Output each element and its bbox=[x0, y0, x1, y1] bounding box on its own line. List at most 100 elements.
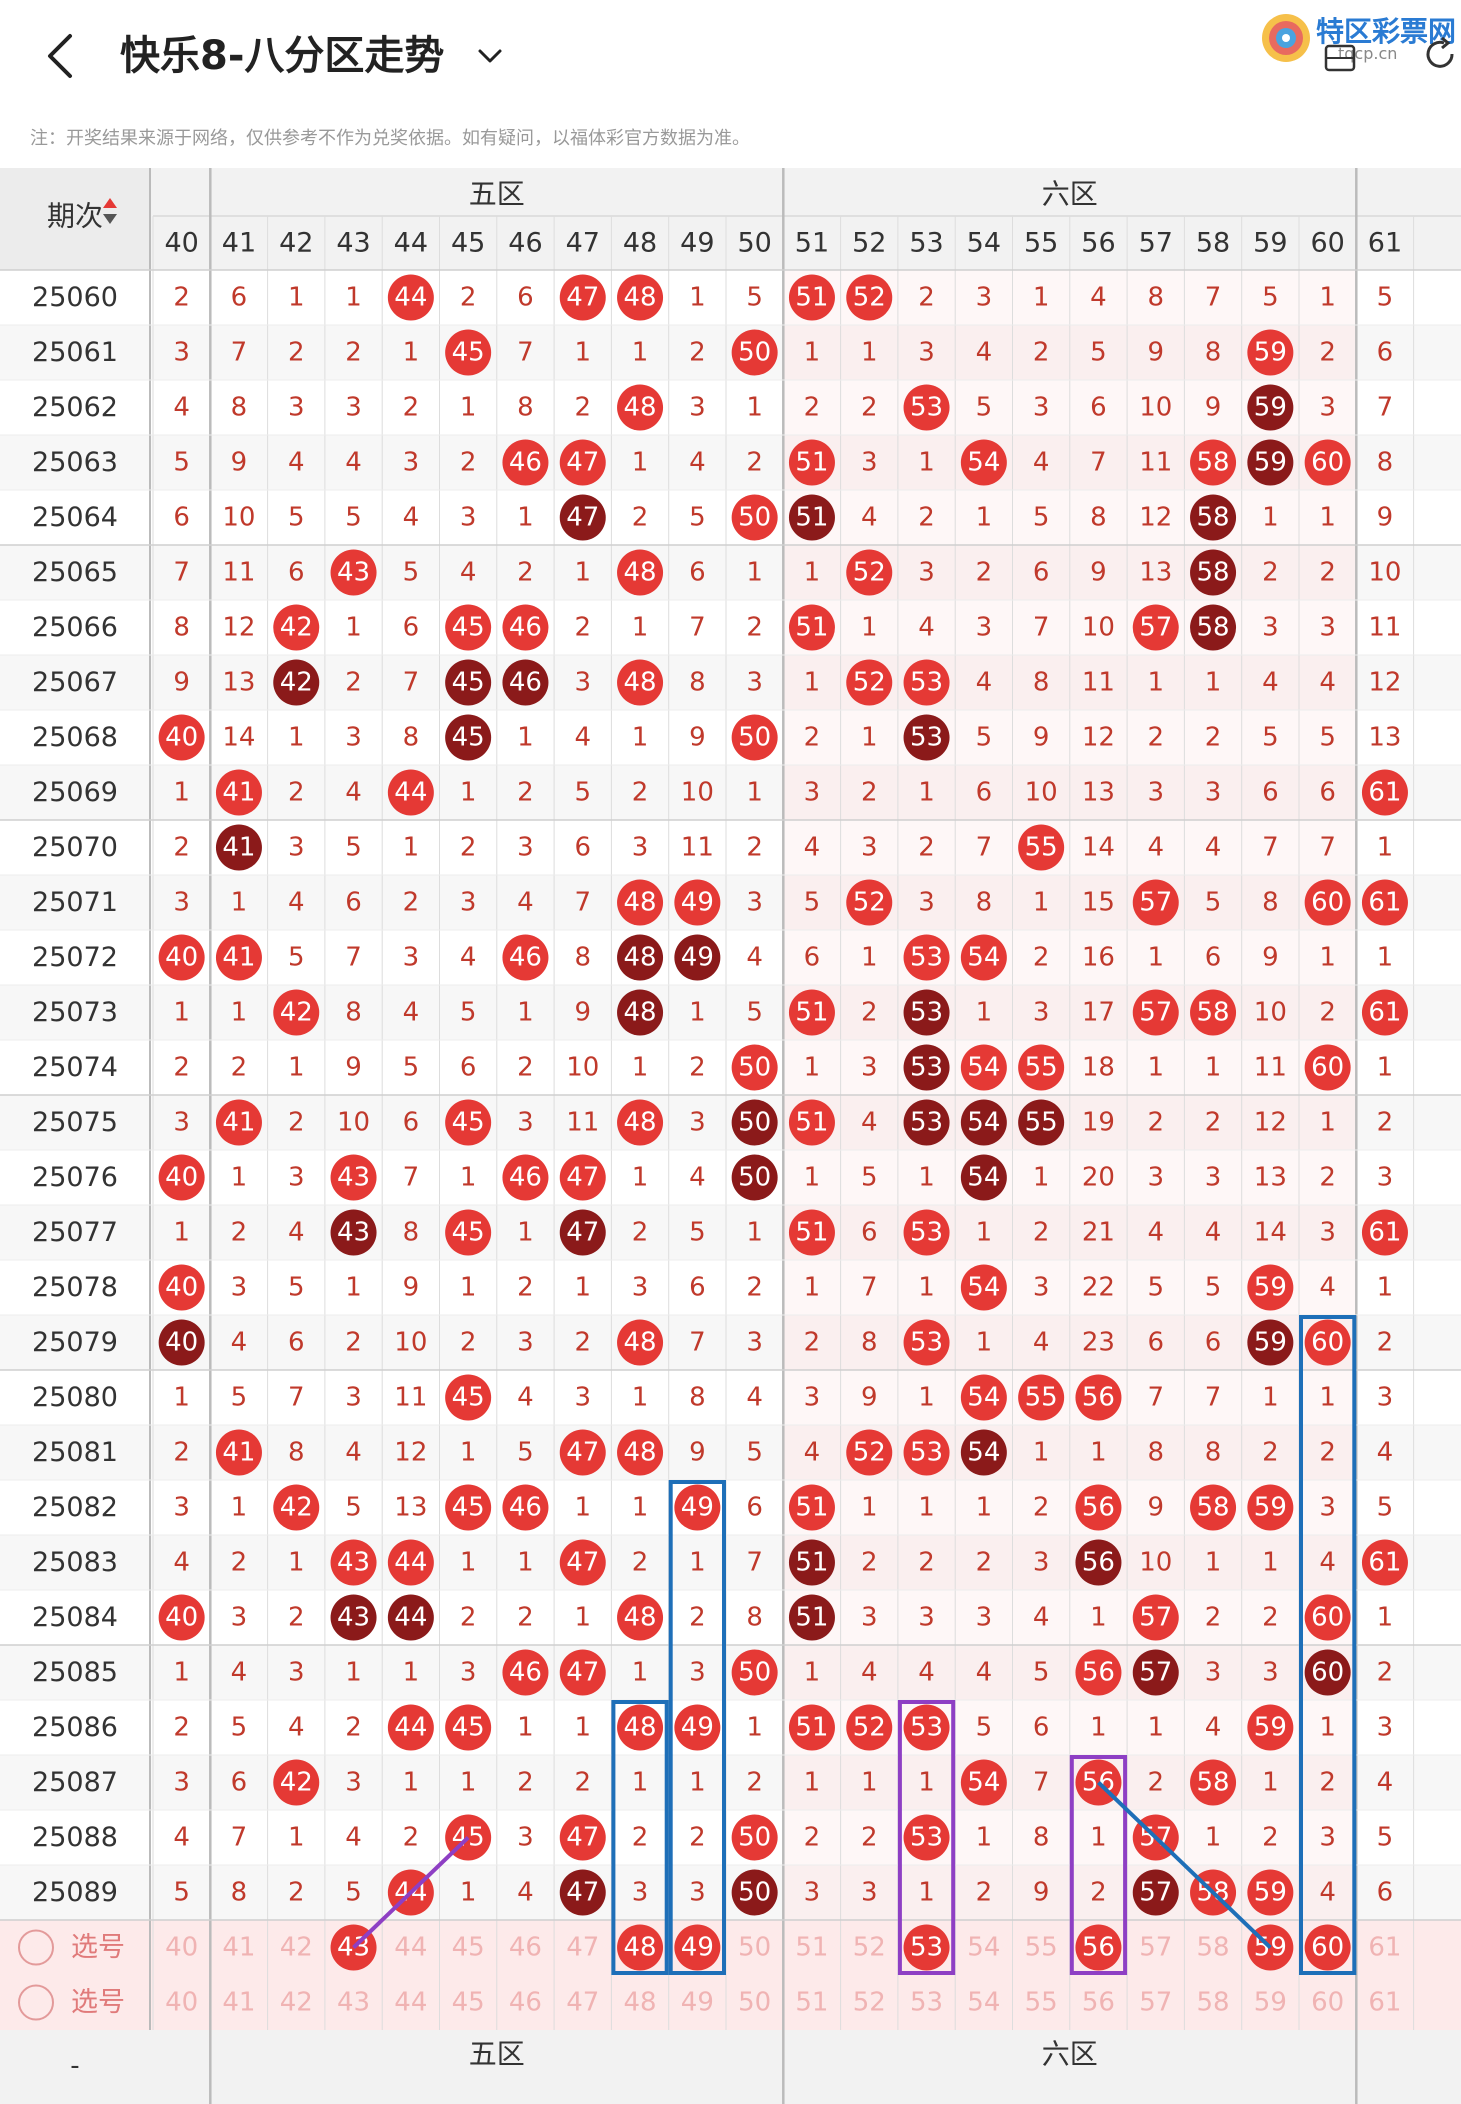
hit-number: 50 bbox=[738, 1823, 771, 1853]
miss-count: 10 bbox=[566, 1053, 599, 1083]
selected-ball[interactable] bbox=[1304, 1924, 1351, 1971]
hit-ball bbox=[330, 549, 377, 596]
miss-count: 2 bbox=[918, 1548, 935, 1578]
miss-count: 5 bbox=[1033, 503, 1050, 533]
miss-count: 8 bbox=[1033, 668, 1050, 698]
annotation-line-56-59 bbox=[1097, 1781, 1272, 1949]
select-radio[interactable] bbox=[18, 1984, 54, 2021]
hit-ball bbox=[731, 1814, 778, 1861]
miss-count: 4 bbox=[231, 1328, 248, 1358]
miss-count: 5 bbox=[1205, 888, 1222, 918]
miss-count: 3 bbox=[1262, 1658, 1279, 1688]
column-header: 48 bbox=[623, 228, 657, 259]
hit-number: 57 bbox=[1139, 888, 1172, 918]
miss-count: 2 bbox=[574, 1768, 591, 1798]
hit-ball bbox=[1075, 1649, 1122, 1696]
miss-count: 2 bbox=[173, 1438, 190, 1468]
miss-count: 11 bbox=[1082, 668, 1115, 698]
hit-ball bbox=[502, 1484, 549, 1531]
miss-count: 3 bbox=[460, 888, 477, 918]
chevron-left-icon[interactable] bbox=[40, 28, 80, 84]
miss-count: 7 bbox=[861, 1273, 878, 1303]
miss-count: 3 bbox=[976, 1603, 993, 1633]
hit-ball bbox=[788, 1209, 835, 1256]
sort-down-icon[interactable] bbox=[103, 214, 117, 224]
hit-ball bbox=[788, 1099, 835, 1146]
miss-count: 1 bbox=[460, 1163, 477, 1193]
miss-count: 7 bbox=[403, 1163, 420, 1193]
miss-count: 2 bbox=[1319, 1768, 1336, 1798]
selected-ball[interactable] bbox=[903, 1924, 950, 1971]
hit-ball bbox=[960, 1374, 1007, 1421]
miss-count: 5 bbox=[1262, 283, 1279, 313]
miss-count: 3 bbox=[632, 1273, 649, 1303]
hit-ball bbox=[1132, 1649, 1179, 1696]
hit-number: 42 bbox=[280, 998, 313, 1028]
miss-count: 2 bbox=[804, 1328, 821, 1358]
select-radio[interactable] bbox=[18, 1929, 54, 1966]
miss-count: 12 bbox=[1254, 1108, 1287, 1138]
miss-count: 1 bbox=[1147, 1713, 1164, 1743]
issue-number: 25073 bbox=[32, 997, 118, 1028]
hit-number: 47 bbox=[566, 1163, 599, 1193]
miss-count: 1 bbox=[976, 1218, 993, 1248]
table-row bbox=[0, 1260, 1461, 1315]
miss-count: 6 bbox=[1319, 778, 1336, 808]
hit-ball bbox=[1190, 494, 1237, 541]
selected-ball[interactable] bbox=[674, 1924, 721, 1971]
miss-count: 18 bbox=[1082, 1053, 1115, 1083]
hit-ball bbox=[330, 1154, 377, 1201]
miss-count: 3 bbox=[861, 833, 878, 863]
chevron-down-icon[interactable] bbox=[472, 38, 508, 74]
selected-ball[interactable] bbox=[617, 1924, 664, 1971]
miss-count: 3 bbox=[173, 1493, 190, 1523]
issue-number: 25061 bbox=[32, 337, 118, 368]
miss-count: 2 bbox=[632, 1823, 649, 1853]
hit-ball bbox=[445, 1704, 492, 1751]
miss-count: 2 bbox=[345, 1328, 362, 1358]
hit-ball bbox=[445, 659, 492, 706]
hit-ball bbox=[903, 1044, 950, 1091]
table-footer-bg bbox=[0, 2030, 1461, 2104]
hit-ball bbox=[158, 1594, 205, 1641]
miss-count: 1 bbox=[861, 723, 878, 753]
miss-count: 7 bbox=[288, 1383, 305, 1413]
hit-number: 51 bbox=[795, 503, 828, 533]
hit-ball bbox=[1190, 989, 1237, 1036]
miss-count: 5 bbox=[403, 558, 420, 588]
sort-up-icon[interactable] bbox=[103, 198, 117, 208]
hit-ball bbox=[387, 1539, 434, 1586]
miss-count: 1 bbox=[689, 998, 706, 1028]
miss-count: 8 bbox=[231, 393, 248, 423]
miss-count: 1 bbox=[918, 1383, 935, 1413]
miss-count: 2 bbox=[173, 833, 190, 863]
annotation-box-48 bbox=[611, 1700, 669, 1975]
miss-count: 3 bbox=[403, 448, 420, 478]
miss-count: 9 bbox=[689, 723, 706, 753]
hit-number: 48 bbox=[624, 1108, 657, 1138]
selectable-number: 57 bbox=[1139, 1988, 1172, 2018]
miss-count: 6 bbox=[1205, 1328, 1222, 1358]
miss-count: 1 bbox=[288, 1548, 305, 1578]
share-icon[interactable] bbox=[1322, 38, 1362, 74]
hit-ball bbox=[273, 659, 320, 706]
selected-number: 60 bbox=[1311, 1933, 1344, 1963]
miss-count: 1 bbox=[1319, 1383, 1336, 1413]
hit-ball bbox=[158, 1264, 205, 1311]
miss-count: 2 bbox=[976, 558, 993, 588]
miss-count: 5 bbox=[173, 448, 190, 478]
miss-count: 11 bbox=[566, 1108, 599, 1138]
miss-count: 2 bbox=[1147, 723, 1164, 753]
miss-count: 2 bbox=[861, 1823, 878, 1853]
selected-ball[interactable] bbox=[1075, 1924, 1122, 1971]
selectable-number: 61 bbox=[1368, 1988, 1401, 2018]
miss-count: 1 bbox=[231, 1493, 248, 1523]
hit-number: 53 bbox=[910, 1328, 943, 1358]
hit-ball bbox=[215, 934, 262, 981]
refresh-icon[interactable] bbox=[1420, 34, 1460, 74]
miss-count: 1 bbox=[173, 1383, 190, 1413]
miss-count: 5 bbox=[1262, 723, 1279, 753]
miss-count: 1 bbox=[632, 1053, 649, 1083]
miss-count: 4 bbox=[574, 723, 591, 753]
miss-count: 5 bbox=[231, 1383, 248, 1413]
